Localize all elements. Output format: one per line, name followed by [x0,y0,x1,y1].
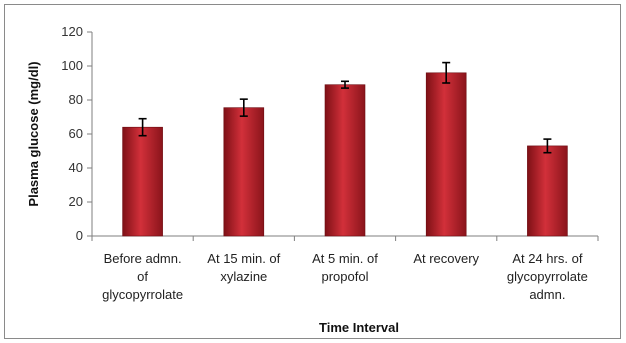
chart-frame [4,4,621,339]
y-tick-label: 100 [61,58,83,73]
x-category-label-line: glycopyrrolate [507,269,588,284]
bar [527,145,568,237]
x-axis-category-labels: Before admn. of glycopyrrolate At 15 min. o… [102,251,588,302]
x-category-label-line: Before admn. [104,251,182,266]
error-bar [341,80,349,89]
x-category-label-line: At recovery [413,251,479,266]
y-axis-title: Plasma glucose (mg/dl) [26,61,41,206]
x-category-label-line: propofol [322,269,369,284]
x-category-label-line: At 5 min. of [312,251,378,266]
x-category-label-line: glycopyrrolate [102,287,183,302]
error-bars [138,61,552,154]
error-bar [442,61,451,84]
bar [223,107,265,237]
x-category-label: At 15 min. of xylazine [207,251,280,284]
x-category-label-line: of [137,269,148,284]
error-bar [138,117,147,137]
x-category-label: At 24 hrs. of glycopyrrolate admn. [507,251,588,302]
y-tick-label: 0 [76,228,83,243]
y-tick-label: 80 [69,92,83,107]
y-tick-label: 120 [61,24,83,39]
x-category-label-line: xylazine [220,269,267,284]
y-tick-label: 60 [69,126,83,141]
y-axis-ticks: 0 20 40 60 80 100 120 [61,24,599,243]
bar [324,84,366,237]
x-category-label-line: At 24 hrs. of [512,251,582,266]
x-category-label-line: At 15 min. of [207,251,280,266]
bar [122,126,163,237]
x-category-label: At recovery [413,251,479,266]
error-bar [239,98,248,117]
x-axis-title: Time Interval [319,320,399,335]
error-bar [543,138,552,154]
x-category-label: At 5 min. of propofol [312,251,378,284]
x-category-label: Before admn. of glycopyrrolate [102,251,183,302]
bar [425,72,467,237]
bars [122,72,568,237]
x-category-label-line: admn. [529,287,565,302]
y-tick-label: 20 [69,194,83,209]
y-tick-label: 40 [69,160,83,175]
